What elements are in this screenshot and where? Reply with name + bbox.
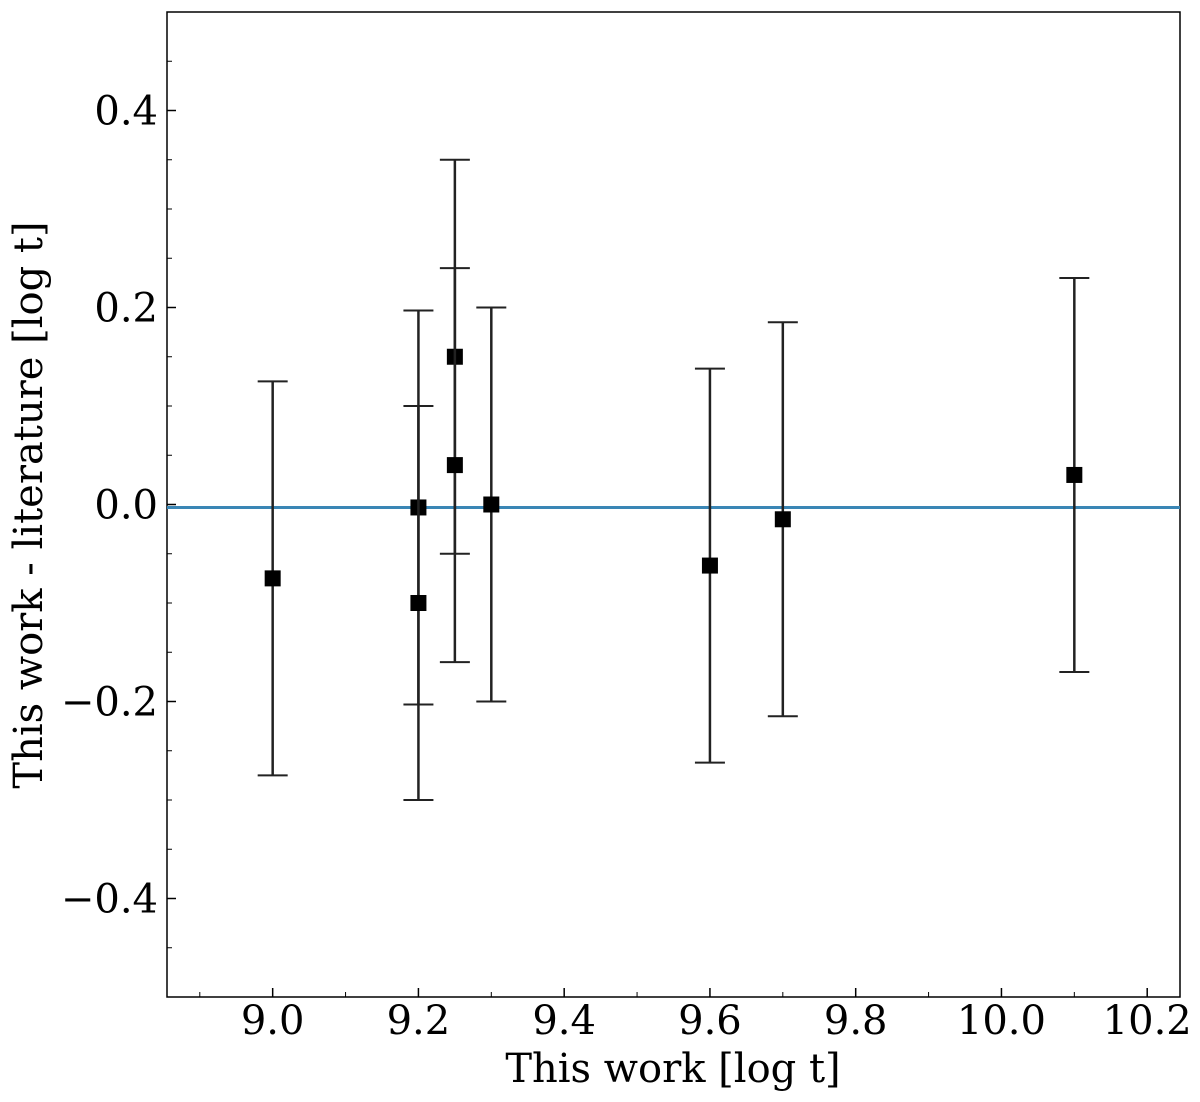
- y-tick-label: 0.4: [94, 89, 158, 135]
- x-tick-label: 9.2: [387, 998, 451, 1044]
- data-point: [774, 511, 791, 528]
- data-point: [701, 557, 718, 574]
- x-tick-label: 9.4: [532, 998, 596, 1044]
- axis-ticks: 9.0 9.2 9.4 9.6 9.8 10.0 10.2 −0.4 −0.2 0.0 0.2 0.4: [61, 60, 1192, 1044]
- x-tick-label: 10.2: [1103, 998, 1192, 1044]
- data-point: [483, 496, 500, 513]
- y-tick-label: −0.2: [61, 680, 158, 726]
- data-point: [1066, 466, 1083, 483]
- y-axis-label: This work - literature [log t]: [6, 221, 52, 788]
- x-tick-label: 9.8: [824, 998, 888, 1044]
- y-tick-label: −0.4: [61, 877, 158, 923]
- x-axis-label: This work [log t]: [505, 1046, 840, 1092]
- data-point: [446, 457, 463, 474]
- y-tick-label: 0.0: [94, 483, 158, 529]
- data-point: [264, 570, 281, 587]
- x-tick-label: 9.0: [241, 998, 305, 1044]
- x-tick-label: 9.6: [678, 998, 742, 1044]
- x-tick-label: 10.0: [957, 998, 1046, 1044]
- data-points: [257, 158, 1090, 801]
- data-point: [410, 595, 427, 611]
- y-tick-label: 0.2: [94, 286, 158, 332]
- plot-area: [166, 11, 1181, 998]
